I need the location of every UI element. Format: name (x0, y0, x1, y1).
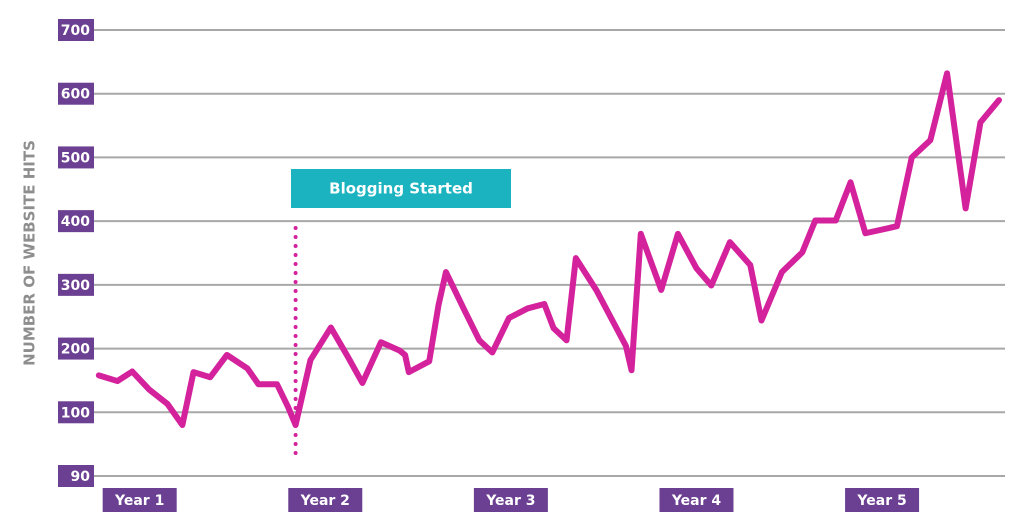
y-tick-label: 600 (61, 87, 90, 103)
line-series (95, 70, 1003, 429)
x-tick-box (473, 488, 548, 512)
x-tick-label: Year 2 (300, 493, 350, 509)
y-tick-label: 200 (61, 342, 90, 358)
y-tick-box (58, 465, 94, 487)
y-tick-box (58, 210, 94, 233)
x-tick-box (288, 488, 363, 512)
y-tick-label: 500 (61, 150, 90, 166)
y-axis-label: NUMBER OF WEBSITE HITS (21, 140, 39, 366)
annotation-text: Blogging Started (329, 180, 473, 198)
y-tick-label: 300 (61, 278, 90, 294)
y-tick-box (58, 401, 94, 424)
y-tick-label: 100 (61, 405, 90, 421)
y-tick-box (58, 337, 94, 360)
x-tick-box (659, 488, 734, 512)
x-tick-label: Year 5 (856, 493, 906, 509)
y-tick-box (58, 146, 94, 169)
y-tick-box (58, 82, 94, 105)
annotation-box (291, 169, 511, 208)
x-tick-box (845, 488, 920, 512)
y-tick-label: 90 (71, 469, 91, 485)
y-tick-label: 400 (61, 214, 90, 230)
y-tick-box (58, 273, 94, 296)
x-tick-box (102, 488, 177, 512)
x-tick-label: Year 1 (114, 493, 164, 509)
x-tick-label: Year 4 (671, 493, 722, 509)
y-tick-box (58, 19, 94, 41)
y-tick-label: 700 (61, 23, 90, 39)
x-tick-label: Year 3 (485, 493, 535, 509)
